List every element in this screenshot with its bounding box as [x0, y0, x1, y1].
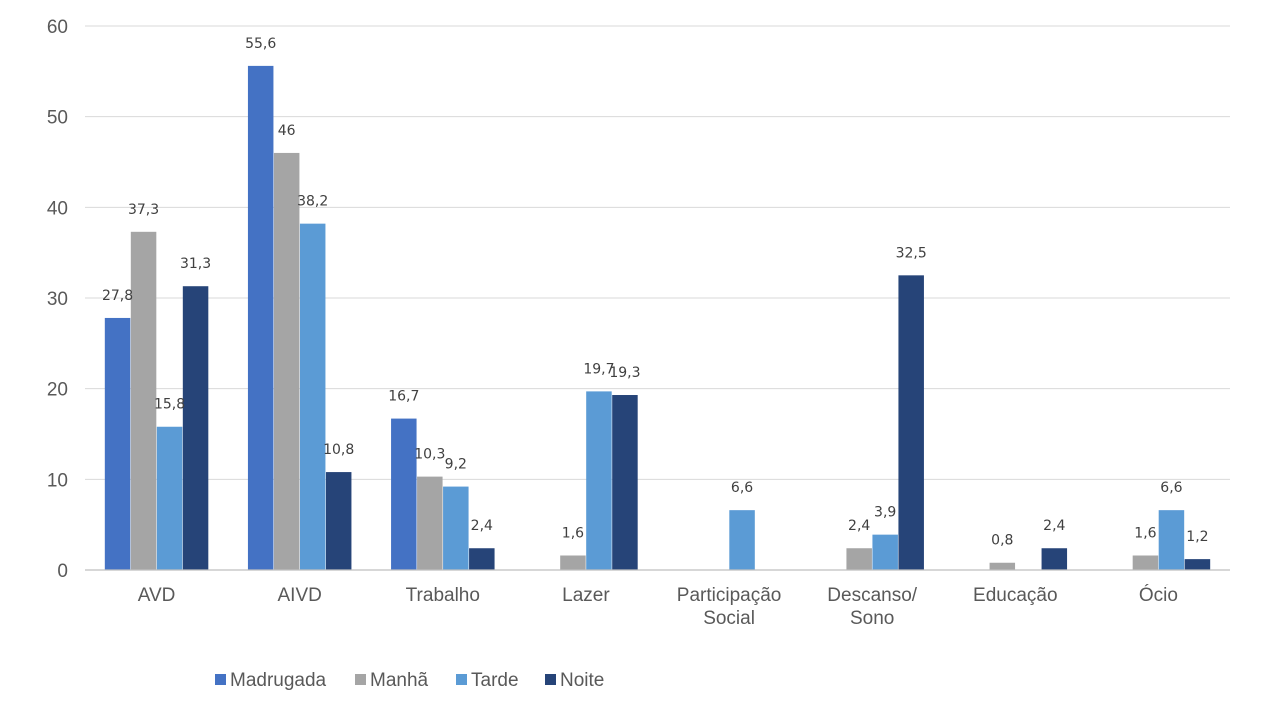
data-label: 1,6: [1134, 525, 1156, 541]
y-tick-label: 30: [47, 289, 68, 310]
data-label: 10,8: [323, 442, 354, 458]
bar-tarde-0: [156, 426, 183, 570]
bar-manh-3: [560, 555, 586, 570]
bar-noite-3: [612, 395, 638, 570]
data-label: 19,7: [583, 361, 614, 377]
x-category-label: Lazer: [562, 585, 610, 606]
bar-tarde-7: [1158, 510, 1185, 570]
y-tick-label: 50: [47, 108, 68, 129]
legend-swatch: [456, 674, 467, 685]
bar-noite-0: [182, 286, 209, 570]
bar-noite-6: [1041, 548, 1068, 570]
data-label: 2,4: [471, 518, 493, 534]
bar-manh-1: [273, 152, 300, 570]
bar-manh-2: [417, 476, 443, 570]
bar-manh-0: [130, 231, 157, 570]
data-label: 32,5: [896, 245, 927, 261]
legend-swatch: [355, 674, 366, 685]
legend-label: Tarde: [471, 670, 519, 691]
data-label: 55,6: [245, 36, 276, 52]
bars: [104, 65, 1211, 571]
x-category-label: Sono: [850, 608, 894, 629]
data-label: 46: [278, 123, 296, 139]
data-label: 9,2: [445, 457, 467, 473]
data-label: 27,8: [102, 288, 133, 304]
legend-item-madrugada: Madrugada: [215, 670, 327, 691]
x-category-label: Descanso/: [827, 585, 917, 606]
data-label: 6,6: [731, 480, 753, 496]
data-label: 15,8: [154, 397, 185, 413]
bar-madrugada-0: [104, 317, 131, 570]
bar-manh-6: [989, 562, 1016, 570]
y-tick-label: 0: [57, 561, 68, 582]
legend-item-tarde: Tarde: [456, 670, 519, 691]
y-tick-label: 60: [47, 17, 68, 38]
y-tick-label: 20: [47, 380, 68, 401]
legend-item-noite: Noite: [545, 670, 604, 691]
bar-noite-1: [325, 472, 352, 570]
y-tick-label: 10: [47, 470, 68, 491]
legend-item-manh: Manhã: [355, 670, 429, 691]
bar-noite-7: [1184, 559, 1211, 570]
bar-tarde-5: [872, 534, 898, 570]
x-category-label: Ócio: [1139, 584, 1178, 606]
legend-swatch: [215, 674, 226, 685]
data-label: 1,6: [562, 525, 584, 541]
bar-manh-7: [1132, 555, 1159, 570]
data-label: 1,2: [1186, 529, 1208, 545]
data-label: 10,3: [414, 447, 445, 463]
legend-swatch: [545, 674, 556, 685]
x-category-label: Participação: [677, 585, 782, 606]
x-category-label: Educação: [973, 585, 1058, 606]
data-labels: 27,8 55,6 16,7 37,3 46 10,3 1,6 2,4 0,8 1,6 15,8 38…: [102, 36, 1209, 549]
data-label: 3,9: [874, 505, 896, 521]
bar-noite-5: [898, 275, 924, 570]
legend-label: Noite: [560, 670, 604, 691]
data-label: 19,3: [609, 365, 640, 381]
data-label: 2,4: [848, 518, 870, 534]
data-label: 16,7: [388, 389, 419, 405]
x-category-label: AIVD: [278, 585, 322, 606]
bar-tarde-1: [299, 223, 326, 571]
data-label: 6,6: [1160, 480, 1182, 496]
data-label: 0,8: [991, 533, 1013, 549]
legend: Madrugada Manhã Tarde Noite: [215, 670, 604, 691]
x-category-label: Trabalho: [406, 585, 480, 606]
bar-manh-5: [846, 548, 872, 570]
x-category-label: AVD: [138, 585, 176, 606]
data-label: 2,4: [1043, 518, 1065, 534]
x-category-label: Social: [703, 608, 755, 629]
data-label: 37,3: [128, 202, 159, 218]
bar-madrugada-1: [247, 65, 274, 570]
legend-label: Madrugada: [230, 670, 327, 691]
bar-tarde-3: [586, 391, 612, 570]
y-axis-ticks: 0 10 20 30 40 50 60: [47, 17, 68, 582]
bar-tarde-2: [443, 486, 469, 570]
bar-madrugada-2: [391, 418, 417, 570]
data-label: 31,3: [180, 256, 211, 272]
bar-tarde-4: [729, 510, 755, 570]
data-label: 38,2: [297, 194, 328, 210]
y-tick-label: 40: [47, 198, 68, 219]
legend-label: Manhã: [370, 670, 429, 691]
bar-noite-2: [469, 548, 495, 570]
